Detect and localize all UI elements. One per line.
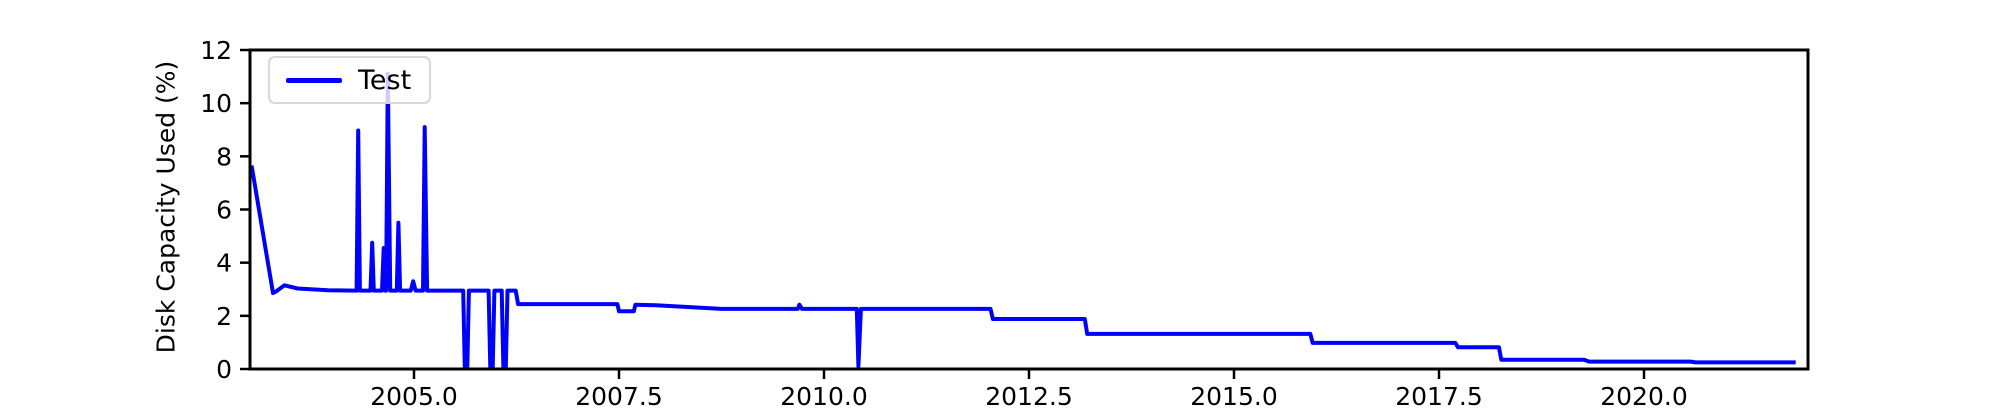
data-line (249, 71, 1796, 371)
data-series-group (249, 71, 1796, 371)
y-tick-label: 4 (216, 249, 232, 278)
y-axis-label: Disk Capacity Used (%) (151, 60, 181, 354)
y-tick-label: 12 (200, 36, 232, 65)
x-tick-label: 2012.5 (985, 382, 1072, 411)
y-tick-label: 10 (200, 89, 232, 118)
y-tick-label: 8 (216, 142, 232, 171)
x-tick-label: 2015.0 (1190, 382, 1277, 411)
x-tick-label: 2010.0 (780, 382, 867, 411)
x-tick-label: 2007.5 (575, 382, 662, 411)
legend-line-icon (286, 77, 342, 83)
legend: Test (268, 56, 432, 104)
legend-label: Test (358, 64, 412, 96)
x-tick-label: 2005.0 (370, 382, 457, 411)
y-tick-label: 2 (216, 302, 232, 331)
plot-border (248, 48, 1810, 371)
axes-group: 2005.0 2007.5 2010.0 2012.5 2015.0 2017.5 2020… (200, 36, 1810, 411)
y-tick-label: 6 (216, 196, 232, 225)
x-tick-label: 2020.0 (1600, 382, 1687, 411)
y-tick-label: 0 (216, 355, 232, 384)
x-tick-label: 2017.5 (1395, 382, 1482, 411)
